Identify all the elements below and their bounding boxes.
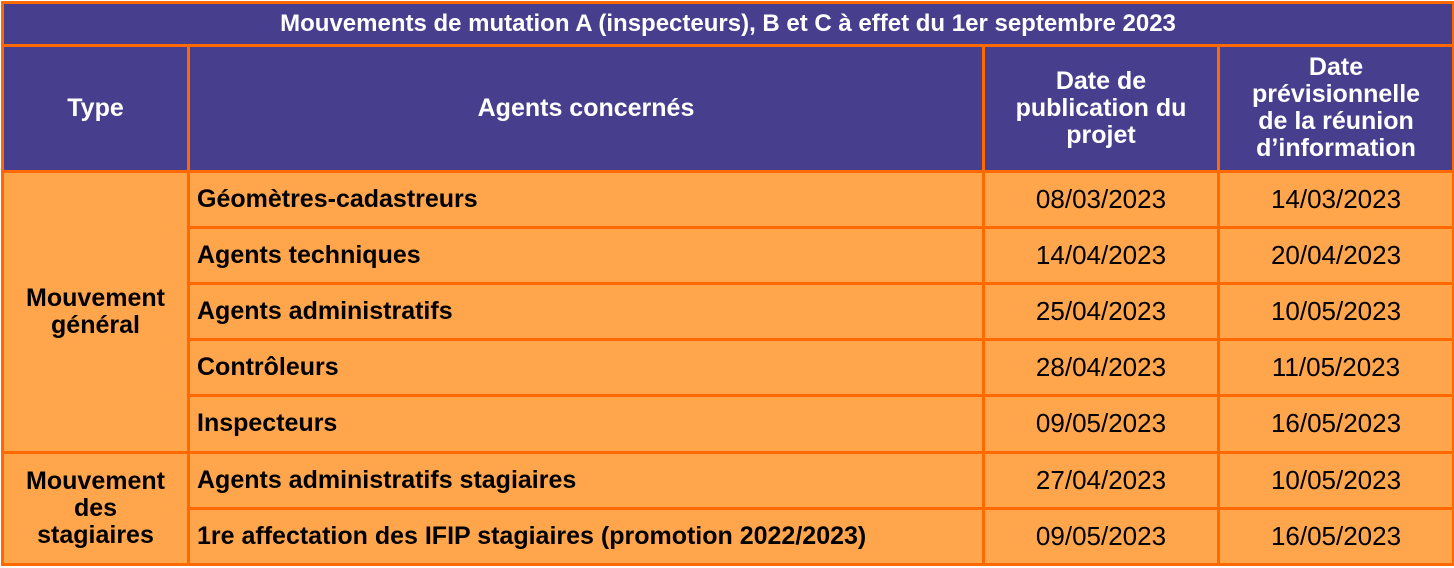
meeting-date-cell: 16/05/2023: [1216, 506, 1454, 567]
type-general-line-2: général: [51, 310, 140, 339]
publication-date-cell: 28/04/2023: [982, 338, 1220, 398]
type-cell-trainees: Mouvement des stagiaires: [1, 450, 190, 567]
header-meeting-line-1: Date: [1308, 53, 1364, 82]
table-row: Agents administratifs 25/04/2023 10/05/2…: [3, 281, 1454, 342]
table-title: Mouvements de mutation A (inspecteurs), …: [0, 0, 1454, 48]
header-meeting-line-2: prévisionnelle: [1251, 80, 1421, 109]
publication-date-cell: 08/03/2023: [982, 169, 1220, 229]
table-row: Agents techniques 14/04/2023 20/04/2023: [3, 225, 1454, 285]
table-row: Contrôleurs 28/04/2023 11/05/2023: [3, 338, 1454, 398]
meeting-date-cell: 10/05/2023: [1216, 450, 1454, 510]
publication-date-cell: 25/04/2023: [982, 281, 1220, 342]
type-trainees-line-2: des: [73, 493, 118, 522]
meeting-date-cell: 14/03/2023: [1216, 169, 1454, 229]
agents-cell: Agents administratifs stagiaires: [187, 450, 985, 510]
agents-cell: Géomètres-cadastreurs: [187, 169, 985, 229]
header-type: Type: [1, 44, 190, 173]
meeting-date-cell: 11/05/2023: [1216, 338, 1454, 398]
table-row: Mouvement général Géomètres-cadastreurs …: [1, 169, 1454, 454]
publication-date-cell: 09/05/2023: [982, 506, 1220, 567]
type-trainees-line-1: Mouvement: [26, 466, 165, 495]
header-agents: Agents concernés: [187, 44, 985, 173]
table-row: 1re affectation des IFIP stagiaires (pro…: [3, 506, 1454, 567]
agents-cell: Agents techniques: [187, 225, 985, 285]
publication-date-cell: 27/04/2023: [982, 450, 1220, 510]
header-meeting-line-4: d’information: [1256, 134, 1416, 163]
header-publication-line-1: Date de: [1055, 66, 1147, 95]
meeting-date-cell: 20/04/2023: [1216, 225, 1454, 285]
table-row: Mouvement des stagiaires Agents administ…: [1, 450, 1454, 567]
agents-cell: Contrôleurs: [187, 338, 985, 398]
publication-date-cell: 14/04/2023: [982, 225, 1220, 285]
header-row: Type Agents concernés Date de publicatio…: [1, 44, 1454, 173]
header-meeting-line-3: de la réunion: [1258, 107, 1414, 136]
header-publication-date: Date de publication du projet: [982, 44, 1220, 173]
agents-cell: 1re affectation des IFIP stagiaires (pro…: [187, 506, 985, 567]
agents-cell: Inspecteurs: [187, 394, 985, 454]
type-cell-general: Mouvement général: [1, 169, 190, 454]
type-general-line-1: Mouvement: [26, 283, 165, 312]
meeting-date-cell: 16/05/2023: [1216, 394, 1454, 454]
header-publication-line-2: publication du: [1015, 93, 1187, 122]
publication-date-cell: 09/05/2023: [982, 394, 1220, 454]
table-row: Inspecteurs 09/05/2023 16/05/2023: [3, 394, 1454, 454]
type-trainees-line-3: stagiaires: [37, 520, 154, 549]
agents-cell: Agents administratifs: [187, 281, 985, 342]
header-meeting-date: Date prévisionnelle de la réunion d’info…: [1216, 44, 1454, 173]
meeting-date-cell: 10/05/2023: [1216, 281, 1454, 342]
title-row: Mouvements de mutation A (inspecteurs), …: [0, 0, 1454, 48]
header-publication-line-3: projet: [1066, 120, 1136, 149]
